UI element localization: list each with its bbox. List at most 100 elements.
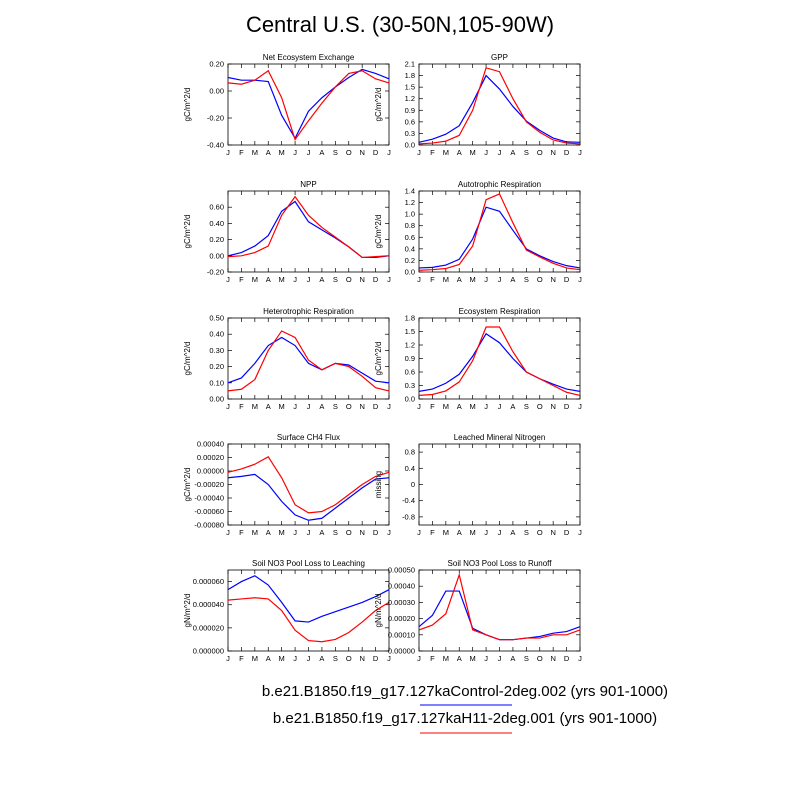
y-tick-label: 0.8	[405, 448, 415, 457]
panel-6: Surface CH4 Flux -0.00080 -0.00060 -0.00040…	[183, 433, 391, 537]
x-tick-label: S	[333, 402, 338, 411]
x-tick-label: M	[279, 402, 285, 411]
y-tick-label: 0.3	[405, 129, 415, 138]
x-tick-label: A	[266, 275, 271, 284]
x-tick-label: J	[293, 148, 297, 157]
x-tick-label: S	[524, 148, 529, 157]
y-tick-label: 1.5	[405, 83, 415, 92]
series-line-control	[227, 200, 390, 259]
x-tick-label: J	[484, 275, 488, 284]
series-line-h11	[227, 330, 390, 392]
y-tick-label: 0.3	[405, 381, 415, 390]
y-tick-label: 1.8	[405, 71, 415, 80]
x-tick-label: S	[524, 402, 529, 411]
y-tick-label: 1.4	[405, 187, 415, 196]
x-tick-label: N	[359, 654, 364, 663]
x-tick-label: J	[417, 654, 421, 663]
x-tick-label: M	[470, 402, 476, 411]
x-tick-label: J	[226, 148, 230, 157]
x-tick-label: O	[346, 528, 352, 537]
x-tick-label: J	[387, 402, 391, 411]
y-tick-label: 0.00050	[388, 566, 415, 575]
x-tick-label: D	[373, 528, 379, 537]
x-tick-label: J	[387, 148, 391, 157]
y-axis-label: gN/m^2/d	[374, 594, 383, 628]
plot-frame	[227, 317, 390, 400]
x-tick-label: O	[346, 148, 352, 157]
x-tick-label: A	[510, 148, 515, 157]
x-tick-label: O	[346, 275, 352, 284]
y-tick-label: 0.00030	[388, 598, 415, 607]
panel-title: Leached Mineral Nitrogen	[454, 433, 546, 442]
x-tick-label: M	[279, 654, 285, 663]
x-tick-label: J	[578, 528, 582, 537]
y-tick-label: 0.000020	[193, 623, 224, 632]
x-tick-label: D	[564, 148, 570, 157]
x-tick-label: O	[346, 402, 352, 411]
panel-title: Ecosystem Respiration	[459, 307, 541, 316]
y-tick-label: 0.00	[209, 251, 224, 260]
x-tick-label: D	[564, 275, 570, 284]
y-tick-label: 2.1	[405, 60, 415, 69]
y-tick-label: 0.00	[209, 395, 224, 404]
y-tick-label: 0.000060	[193, 577, 224, 586]
y-tick-label: 0.4	[405, 244, 415, 253]
x-tick-label: J	[417, 402, 421, 411]
x-tick-label: J	[484, 148, 488, 157]
x-tick-label: S	[333, 148, 338, 157]
y-tick-label: 1.2	[405, 341, 415, 350]
x-tick-label: J	[226, 528, 230, 537]
x-tick-label: A	[457, 148, 462, 157]
x-tick-label: D	[373, 275, 379, 284]
y-tick-label: 0.20	[209, 235, 224, 244]
x-tick-label: M	[279, 528, 285, 537]
x-tick-label: D	[373, 148, 379, 157]
x-tick-label: S	[333, 654, 338, 663]
x-tick-label: M	[252, 148, 258, 157]
x-tick-label: N	[359, 528, 364, 537]
x-tick-label: D	[564, 402, 570, 411]
x-tick-label: N	[359, 275, 364, 284]
x-tick-label: M	[470, 528, 476, 537]
x-tick-label: J	[417, 528, 421, 537]
y-tick-label: 0.20	[209, 362, 224, 371]
x-tick-label: S	[333, 528, 338, 537]
x-tick-label: M	[470, 654, 476, 663]
x-tick-label: J	[498, 654, 502, 663]
y-tick-label: -0.20	[207, 268, 224, 277]
plot-frame	[227, 63, 390, 146]
x-tick-label: F	[239, 654, 244, 663]
panel-title: NPP	[300, 180, 316, 189]
y-tick-label: 0.9	[405, 354, 415, 363]
y-tick-label: -0.00060	[194, 507, 224, 516]
x-tick-label: O	[537, 654, 543, 663]
x-tick-label: M	[470, 148, 476, 157]
y-tick-label: 0.00020	[388, 614, 415, 623]
panels-group: Net Ecosystem Exchange-0.40-0.200.000.20…	[183, 53, 582, 663]
x-tick-label: N	[359, 148, 364, 157]
series-line-h11	[227, 195, 390, 259]
y-tick-label: 1.2	[405, 198, 415, 207]
x-tick-label: M	[279, 148, 285, 157]
y-tick-label: 0.9	[405, 106, 415, 115]
series-line-h11	[227, 69, 390, 141]
x-tick-label: A	[510, 275, 515, 284]
x-tick-label: O	[537, 275, 543, 284]
y-tick-label: -0.00020	[194, 480, 224, 489]
y-tick-label: -0.40	[207, 141, 224, 150]
legend-label-h11: b.e21.B1850.f19_g17.127kaH11-2deg.001 (y…	[273, 710, 657, 727]
y-axis-label: gC/m^2/d	[374, 342, 383, 376]
x-tick-label: A	[457, 654, 462, 663]
panel-title: Surface CH4 Flux	[277, 433, 340, 442]
y-tick-label: 0.50	[209, 314, 224, 323]
x-tick-label: F	[239, 148, 244, 157]
x-tick-label: A	[319, 148, 324, 157]
y-tick-label: 0.60	[209, 203, 224, 212]
y-tick-label: 0.2	[405, 256, 415, 265]
x-tick-label: A	[319, 275, 324, 284]
y-tick-label: 0.00040	[388, 582, 415, 591]
y-tick-label: 0.000000	[193, 647, 224, 656]
x-tick-label: J	[387, 654, 391, 663]
x-tick-label: J	[293, 528, 297, 537]
